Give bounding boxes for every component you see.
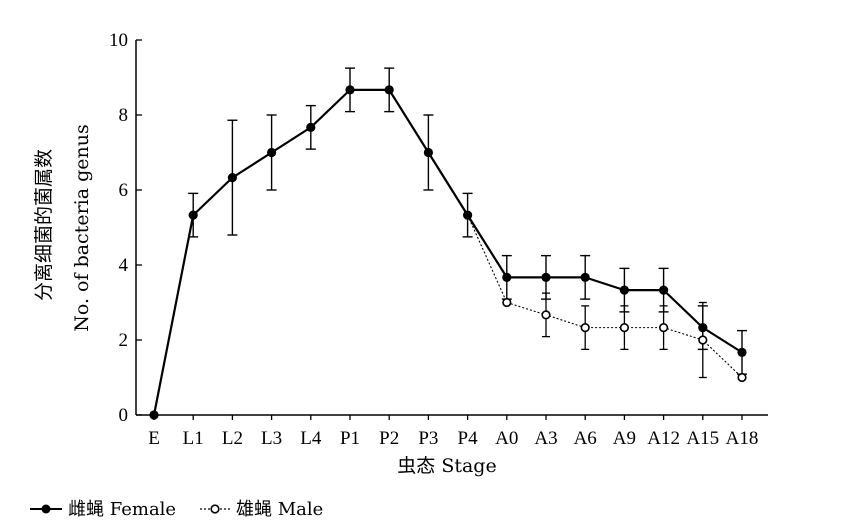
- data-point-male: [619, 323, 630, 333]
- data-point-female: [188, 210, 198, 220]
- x-tick-label: A12: [647, 428, 680, 449]
- y-axis-title-cn: 分离细菌的菌属数: [33, 149, 55, 301]
- data-point-female: [345, 85, 355, 95]
- data-point-male: [698, 335, 708, 345]
- series-line-female: [152, 88, 743, 416]
- series-lines: [152, 88, 743, 416]
- x-tick-labels: E L1 L2 L3 L4 P1 P2 P3 P4 A0 A3 A6 A9 A12 A15 A18: [148, 428, 758, 449]
- data-point-female: [384, 85, 394, 95]
- data-point-male: [737, 372, 747, 383]
- legend-female-marker: [41, 504, 51, 514]
- legend-male-marker: [210, 504, 220, 514]
- data-point-female: [306, 122, 316, 132]
- data-point-female: [737, 347, 747, 357]
- data-point-female: [659, 285, 669, 295]
- y-tick-label: 4: [119, 255, 129, 276]
- x-tick-label: P3: [418, 428, 438, 449]
- y-tick-label: 8: [119, 105, 129, 126]
- y-tick-label: 0: [119, 405, 129, 426]
- data-point-female: [619, 285, 630, 295]
- y-axis-title-en: No. of bacteria genus: [71, 124, 93, 332]
- x-tick-label: L1: [183, 428, 204, 449]
- data-point-female: [698, 323, 708, 333]
- data-point-female: [463, 210, 473, 220]
- data-point-female: [267, 147, 277, 158]
- x-tick-label: L2: [222, 428, 243, 449]
- data-point-female: [227, 173, 237, 183]
- axes: [135, 40, 768, 416]
- legend-male-label: 雄蝇 Male: [236, 499, 323, 520]
- x-tick-label: A15: [686, 428, 719, 449]
- legend-female-label: 雌蝇 Female: [68, 499, 176, 520]
- x-tick-label: P2: [379, 428, 399, 449]
- x-axis-title: 虫态 Stage: [397, 455, 496, 477]
- data-point-female: [580, 272, 590, 282]
- data-point-female: [149, 410, 159, 420]
- x-tick-label: L4: [300, 428, 322, 449]
- series-line-male: [467, 214, 743, 378]
- data-point-female: [502, 272, 512, 282]
- x-tick-label: L3: [261, 428, 282, 449]
- tick-marks: [136, 39, 743, 420]
- data-point-male: [658, 323, 669, 333]
- data-points: [149, 85, 747, 420]
- data-point-female: [541, 272, 551, 282]
- y-tick-label: 10: [109, 30, 128, 51]
- x-tick-label: A6: [574, 428, 597, 449]
- data-point-male: [502, 297, 512, 308]
- y-tick-label: 2: [119, 330, 129, 351]
- data-point-male: [541, 310, 551, 320]
- data-point-male: [580, 323, 590, 333]
- x-tick-label: A0: [495, 428, 518, 449]
- x-tick-label: A9: [613, 428, 636, 449]
- x-tick-label: A18: [726, 428, 759, 449]
- y-tick-labels: 0 2 4 6 8 10: [109, 30, 129, 426]
- y-tick-label: 6: [119, 180, 129, 201]
- legend: 雌蝇 Female 雄蝇 Male: [30, 499, 323, 520]
- data-point-female: [423, 147, 433, 158]
- x-tick-label: P4: [458, 428, 479, 449]
- x-tick-label: P1: [340, 428, 360, 449]
- x-tick-label: A3: [534, 428, 557, 449]
- x-tick-label: E: [148, 428, 160, 449]
